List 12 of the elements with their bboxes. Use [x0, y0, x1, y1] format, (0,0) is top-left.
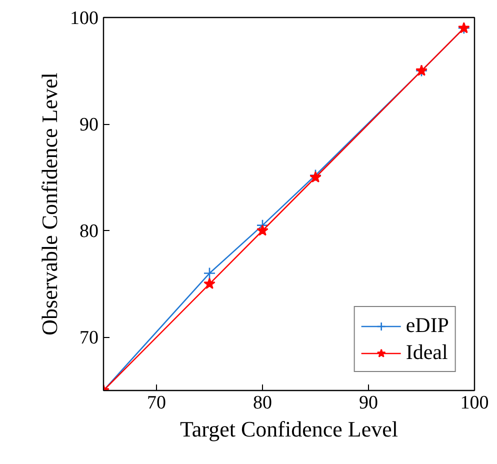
x-axis-title: Target Confidence Level [180, 416, 398, 442]
y-tick-label: 100 [70, 8, 98, 29]
legend-label: eDIP [406, 313, 449, 338]
x-tick-label: 80 [253, 392, 272, 414]
y-axis-title: Observable Confidence Level [37, 72, 62, 336]
y-tick-label: 70 [80, 328, 98, 349]
y-tick-label: 80 [80, 221, 98, 242]
x-tick-label: 70 [147, 392, 166, 414]
y-tick-label: 90 [80, 114, 98, 136]
legend-label: Ideal [406, 340, 448, 365]
x-tick-label: 100 [460, 392, 489, 414]
x-tick-label: 90 [359, 392, 378, 414]
